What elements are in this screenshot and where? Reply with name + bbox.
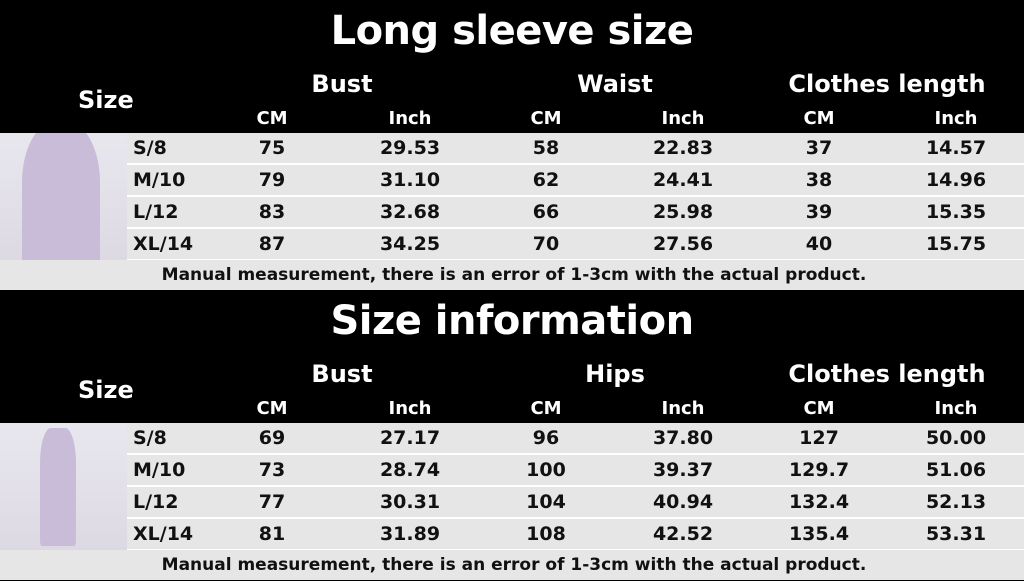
value-cell: 31.10 (379, 169, 441, 191)
value-cell: 14.96 (925, 169, 987, 191)
unit-header: Inch (934, 398, 978, 419)
value-cell: 75 (258, 137, 286, 159)
size-cell: L/12 (133, 201, 179, 223)
garment-figure (40, 428, 76, 546)
size-cell: M/10 (133, 169, 186, 191)
value-cell: 14.57 (925, 137, 987, 159)
value-cell: 31.89 (379, 523, 441, 545)
value-cell: 132.4 (788, 491, 850, 513)
value-cell: 27.56 (652, 233, 714, 255)
section-title: Size information (330, 298, 694, 344)
value-cell: 34.25 (379, 233, 441, 255)
value-cell: 77 (258, 491, 286, 513)
size-cell: XL/14 (133, 233, 194, 255)
section-title: Long sleeve size (330, 8, 694, 54)
table-row: XL/14 81 31.89 108 42.52 135.4 53.31 (127, 519, 1024, 549)
table-row: S/8 69 27.17 96 37.80 127 50.00 (127, 423, 1024, 453)
unit-header: Inch (661, 398, 705, 419)
value-cell: 83 (258, 201, 286, 223)
value-cell: 104 (526, 491, 566, 513)
unit-header: CM (803, 108, 835, 129)
value-cell: 39 (805, 201, 833, 223)
value-cell: 30.31 (379, 491, 441, 513)
value-cell: 25.98 (652, 201, 714, 223)
value-cell: 66 (532, 201, 560, 223)
measurement-note: Manual measurement, there is an error of… (0, 260, 1024, 290)
value-cell: 127 (799, 427, 839, 449)
size-column-header: Size (78, 376, 134, 404)
value-cell: 87 (258, 233, 286, 255)
value-cell: 22.83 (652, 137, 714, 159)
size-cell: S/8 (133, 137, 167, 159)
size-cell: S/8 (133, 427, 167, 449)
value-cell: 37 (805, 137, 833, 159)
table-row: L/12 77 30.31 104 40.94 132.4 52.13 (127, 487, 1024, 517)
unit-header: CM (530, 108, 562, 129)
garment-figure (22, 133, 100, 260)
unit-header: Inch (388, 108, 432, 129)
unit-header: CM (256, 108, 288, 129)
value-cell: 40 (805, 233, 833, 255)
table-row: M/10 73 28.74 100 39.37 129.7 51.06 (127, 455, 1024, 485)
size-information-section: Size information Size Bust Hips Clothes leng… (0, 290, 1024, 581)
value-cell: 100 (526, 459, 566, 481)
table-row: XL/14 87 34.25 70 27.56 40 15.75 (127, 229, 1024, 259)
value-cell: 135.4 (788, 523, 850, 545)
value-cell: 38 (805, 169, 833, 191)
value-cell: 53.31 (925, 523, 987, 545)
value-cell: 39.37 (652, 459, 714, 481)
unit-header: Inch (388, 398, 432, 419)
measurement-group-header: Bust (311, 70, 373, 98)
value-cell: 79 (258, 169, 286, 191)
value-cell: 50.00 (925, 427, 987, 449)
measurement-group-header: Hips (585, 360, 645, 388)
value-cell: 29.53 (379, 137, 441, 159)
size-column-header: Size (78, 86, 134, 114)
value-cell: 81 (258, 523, 286, 545)
table-header: Long sleeve size Size Bust Waist Clothes len… (0, 0, 1024, 133)
measurement-group-header: Clothes length (788, 360, 986, 388)
unit-header: Inch (934, 108, 978, 129)
unit-header: CM (803, 398, 835, 419)
value-cell: 32.68 (379, 201, 441, 223)
value-cell: 62 (532, 169, 560, 191)
value-cell: 70 (532, 233, 560, 255)
value-cell: 69 (258, 427, 286, 449)
table-row: L/12 83 32.68 66 25.98 39 15.35 (127, 197, 1024, 227)
unit-header: Inch (661, 108, 705, 129)
table-row: M/10 79 31.10 62 24.41 38 14.96 (127, 165, 1024, 195)
size-cell: L/12 (133, 491, 179, 513)
table-body: S/8 75 29.53 58 22.83 37 14.57 M/10 79 31.10 62 24.… (0, 133, 1024, 260)
product-photo (0, 133, 127, 260)
value-cell: 129.7 (788, 459, 850, 481)
value-cell: 108 (526, 523, 566, 545)
unit-header: CM (530, 398, 562, 419)
measurement-note: Manual measurement, there is an error of… (0, 550, 1024, 580)
value-cell: 24.41 (652, 169, 714, 191)
value-cell: 96 (532, 427, 560, 449)
measurement-group-header: Bust (311, 360, 373, 388)
value-cell: 73 (258, 459, 286, 481)
long-sleeve-size-section: Long sleeve size Size Bust Waist Clothes len… (0, 0, 1024, 290)
table-header: Size information Size Bust Hips Clothes leng… (0, 290, 1024, 423)
value-cell: 52.13 (925, 491, 987, 513)
unit-header: CM (256, 398, 288, 419)
measurement-group-header: Clothes length (788, 70, 986, 98)
size-cell: M/10 (133, 459, 186, 481)
table-row: S/8 75 29.53 58 22.83 37 14.57 (127, 133, 1024, 163)
value-cell: 28.74 (379, 459, 441, 481)
value-cell: 58 (532, 137, 560, 159)
table-body: S/8 69 27.17 96 37.80 127 50.00 M/10 73 28.74 100 3… (0, 423, 1024, 550)
value-cell: 42.52 (652, 523, 714, 545)
value-cell: 40.94 (652, 491, 714, 513)
measurement-group-header: Waist (577, 70, 653, 98)
product-photo (0, 423, 127, 550)
value-cell: 51.06 (925, 459, 987, 481)
size-cell: XL/14 (133, 523, 194, 545)
value-cell: 27.17 (379, 427, 441, 449)
value-cell: 15.35 (925, 201, 987, 223)
value-cell: 15.75 (925, 233, 987, 255)
value-cell: 37.80 (652, 427, 714, 449)
